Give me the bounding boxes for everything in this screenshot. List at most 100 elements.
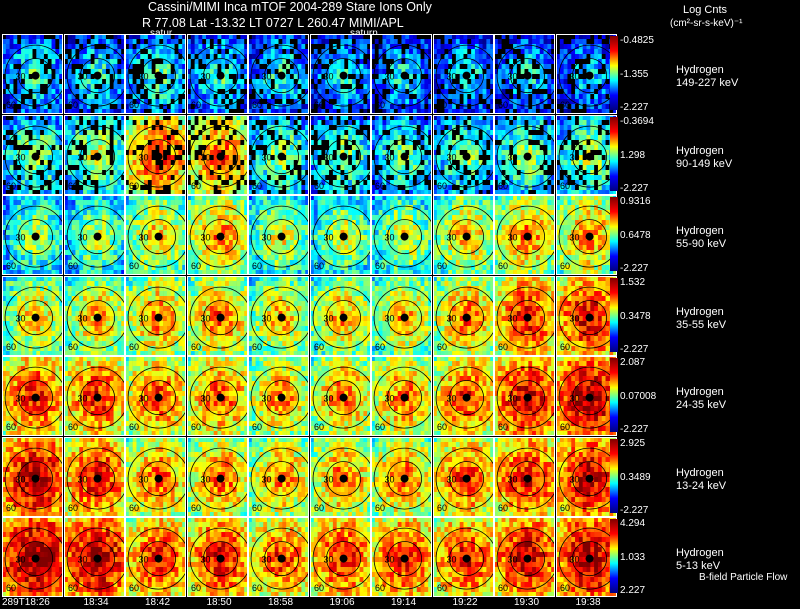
heat-cell <box>17 129 22 135</box>
heat-cell <box>293 84 298 90</box>
heat-cell <box>528 139 533 145</box>
heat-cell <box>455 159 460 165</box>
heat-cell <box>432 139 437 145</box>
heat-cell <box>393 94 398 100</box>
heat-cell <box>144 174 149 180</box>
heat-cell <box>71 74 76 80</box>
heat-cell <box>455 114 460 120</box>
heat-cell <box>255 89 260 95</box>
heat-cell <box>140 89 145 95</box>
heat-cell <box>366 184 371 190</box>
colorbar-units-sublabel: (cm²-sr-s-keV)⁻¹ <box>670 18 743 29</box>
heat-cell <box>440 34 445 40</box>
heat-cell <box>289 74 295 80</box>
heat-cell <box>324 139 329 145</box>
heat-cell <box>24 114 29 120</box>
heat-cell <box>535 114 541 120</box>
heat-cell <box>101 114 106 120</box>
heat-cell <box>205 124 210 130</box>
heat-cell <box>248 84 253 90</box>
heat-cell <box>289 49 295 55</box>
heat-cell <box>586 34 591 40</box>
heat-cell <box>289 144 295 150</box>
heat-cell <box>71 99 76 105</box>
heat-cell <box>482 149 487 155</box>
heat-cell <box>213 144 218 150</box>
heat-cell <box>224 99 229 105</box>
heat-cell <box>170 59 175 65</box>
heat-cell <box>582 64 587 70</box>
heat-cell <box>59 99 63 105</box>
heat-cell <box>347 114 352 120</box>
heat-cell <box>24 59 29 65</box>
heat-cell <box>270 114 275 120</box>
heat-cell <box>343 39 348 45</box>
heat-cell <box>501 104 506 110</box>
heat-cell <box>286 54 291 60</box>
heat-cell <box>17 134 22 140</box>
heat-cell <box>597 74 602 80</box>
heat-cell <box>416 139 421 145</box>
heat-cell <box>532 64 537 70</box>
heat-cell <box>463 149 468 155</box>
heat-cell <box>55 159 60 165</box>
heat-cell <box>563 34 568 40</box>
range-ring <box>448 138 484 174</box>
heat-cell <box>220 59 225 65</box>
heat-cell <box>105 114 110 120</box>
heat-cell <box>351 144 356 150</box>
heat-cell <box>166 99 172 105</box>
heat-cell <box>405 179 410 185</box>
heat-cell <box>405 49 410 55</box>
heat-cell <box>59 144 63 150</box>
heat-cell <box>328 49 333 55</box>
heat-cell <box>513 99 518 105</box>
heat-cell <box>105 189 110 195</box>
heat-cell <box>132 49 137 55</box>
heat-cell <box>520 109 525 114</box>
heat-cell <box>163 39 168 45</box>
heat-cell <box>55 149 60 155</box>
heat-cell <box>224 79 229 85</box>
heat-cell <box>47 84 52 90</box>
heat-cell <box>136 94 141 100</box>
saturn-marker <box>277 71 286 80</box>
heat-cell <box>535 69 541 75</box>
heat-cell <box>309 89 314 95</box>
heat-cell <box>55 169 60 175</box>
heat-cell <box>447 54 452 60</box>
heat-cell <box>155 34 160 40</box>
heat-cell <box>397 124 402 130</box>
heat-cell <box>270 174 275 180</box>
heat-cell <box>297 164 302 170</box>
heat-cell <box>67 44 72 50</box>
heat-cell <box>470 189 475 195</box>
heat-cell <box>505 109 510 114</box>
heat-cell <box>59 139 63 145</box>
heat-cell <box>259 114 264 120</box>
heat-cell <box>466 164 471 170</box>
heat-cell <box>478 94 483 100</box>
heat-cell <box>32 64 37 70</box>
heat-cell <box>559 64 564 70</box>
heat-cell <box>136 64 141 70</box>
heat-cell <box>313 139 318 145</box>
heat-cell <box>236 84 241 90</box>
heat-cell <box>274 44 279 50</box>
heat-cell <box>428 104 432 110</box>
heat-cell <box>520 144 525 150</box>
heat-cell <box>243 39 248 45</box>
heat-cell <box>239 139 244 145</box>
heat-cell <box>140 104 145 110</box>
heat-cell <box>559 49 564 55</box>
heat-cell <box>220 179 225 185</box>
heat-cell <box>2 159 7 165</box>
heat-cell <box>524 79 529 85</box>
heat-cell <box>5 169 10 175</box>
heat-cell <box>416 109 421 114</box>
heat-cell <box>43 134 49 140</box>
heat-cell <box>251 34 256 40</box>
heat-cell <box>466 109 471 114</box>
heat-cell <box>24 69 29 75</box>
heat-cell <box>28 49 33 55</box>
